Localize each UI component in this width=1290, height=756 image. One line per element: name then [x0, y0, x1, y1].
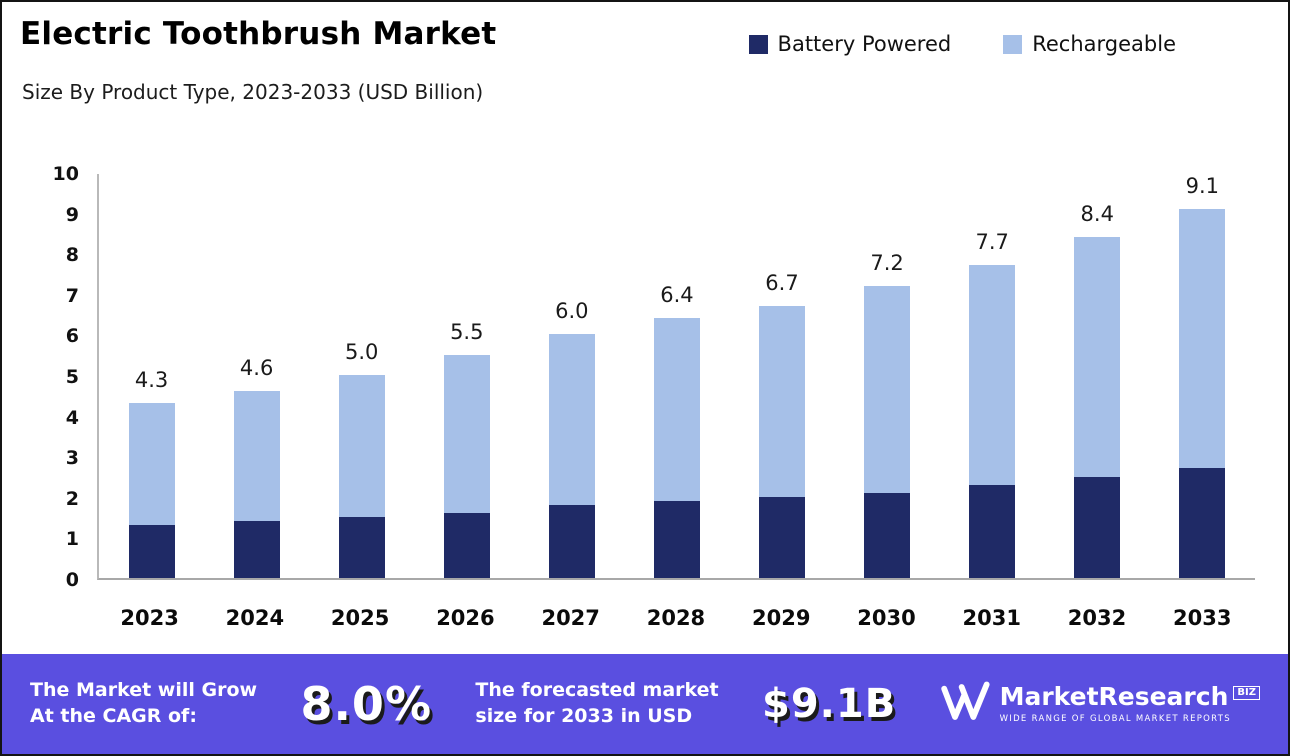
legend-item-battery-powered: Battery Powered [748, 32, 952, 56]
y-axis: 0 1 2 3 4 5 6 7 8 9 10 [2, 163, 97, 591]
y-axis-tick-5: 5 [65, 366, 79, 388]
x-axis-label-2024: 2024 [225, 606, 285, 630]
brand-suffix: BIZ [1233, 686, 1260, 700]
bar-group-2033: 9.1 [1170, 174, 1234, 578]
x-axis-label-2025: 2025 [330, 606, 390, 630]
bar-group-2031: 7.7 [960, 230, 1024, 578]
bar-total-label: 4.3 [134, 368, 169, 393]
plot-area: 4.3 4.6 5.0 5.5 6.0 6.4 6.7 7.2 7.7 8.4 9.1 [97, 174, 1255, 580]
x-axis-label-2031: 2031 [962, 606, 1021, 630]
brand-text: MarketResearch BIZ WIDE RANGE OF GLOBAL … [1000, 684, 1260, 724]
bar-total-label: 8.4 [1080, 201, 1114, 226]
bar-group-2024: 4.6 [225, 356, 289, 578]
bar-total-label: 6.7 [765, 271, 799, 295]
x-axis-label-2028: 2028 [646, 606, 706, 630]
chart-header: Electric Toothbrush Market Size By Produ… [2, 2, 1288, 172]
y-axis-tick-1: 1 [65, 528, 79, 551]
y-axis-tick-2: 2 [65, 487, 79, 510]
bar-group-2026: 5.5 [435, 320, 499, 578]
bar-segment-battery-powered [864, 492, 911, 578]
bar-group-2023: 4.3 [120, 368, 184, 578]
legend-label-battery-powered: Battery Powered [777, 32, 952, 56]
legend-swatch-rechargeable [1003, 34, 1023, 54]
brand-logo: MarketResearch BIZ WIDE RANGE OF GLOBAL … [940, 679, 1260, 729]
bar-segment-rechargeable [864, 285, 911, 493]
brand-name: MarketResearch [999, 682, 1229, 711]
bar-group-2029: 6.7 [750, 271, 814, 578]
bar-segment-battery-powered [759, 496, 805, 578]
bar-segment-rechargeable [969, 265, 1016, 485]
bar-segment-rechargeable [338, 375, 385, 518]
bar-segment-rechargeable [1074, 236, 1121, 477]
bar-segment-rechargeable [548, 334, 595, 505]
bar-group-2028: 6.4 [645, 283, 709, 578]
x-axis-label-2027: 2027 [541, 606, 600, 630]
bar-segment-rechargeable [759, 306, 805, 497]
y-axis-tick-0: 0 [65, 569, 79, 591]
brand-checkmark-icon [940, 679, 990, 729]
bar-segment-rechargeable [653, 318, 700, 501]
x-axis-label-2029: 2029 [751, 606, 811, 630]
page-subtitle: Size By Product Type, 2023-2033 (USD Bil… [22, 80, 484, 104]
bar-segment-battery-powered [969, 484, 1016, 578]
x-axis-label-2032: 2032 [1067, 606, 1127, 630]
bar-segment-rechargeable [443, 354, 490, 514]
x-axis-label-2033: 2033 [1173, 606, 1232, 630]
bar-segment-battery-powered [1179, 468, 1226, 578]
bar-group-2032: 8.4 [1065, 202, 1129, 578]
bar-total-label: 7.2 [870, 250, 904, 275]
bar-segment-battery-powered [233, 521, 280, 578]
legend-label-rechargeable: Rechargeable [1032, 32, 1176, 56]
bar-segment-rechargeable [1179, 208, 1226, 469]
bar-total-label: 6.0 [555, 299, 589, 324]
bar-group-2027: 6.0 [540, 299, 604, 578]
x-axis-label-2026: 2026 [436, 606, 495, 630]
bar-segment-battery-powered [338, 517, 385, 578]
y-axis-tick-9: 9 [65, 203, 79, 226]
bar-segment-battery-powered [443, 513, 490, 578]
x-axis-label-2030: 2030 [857, 606, 916, 630]
y-axis-tick-7: 7 [65, 284, 79, 307]
y-axis-tick-4: 4 [65, 406, 79, 429]
bar-total-label: 5.0 [344, 340, 379, 365]
bar-total-label: 7.7 [975, 230, 1009, 255]
y-axis-tick-6: 6 [65, 325, 79, 348]
bar-segment-battery-powered [653, 500, 700, 578]
bar-segment-battery-powered [128, 525, 175, 578]
y-axis-tick-10: 10 [52, 163, 79, 185]
bar-segment-rechargeable [128, 403, 175, 526]
y-axis-tick-3: 3 [65, 447, 79, 470]
bar-total-label: 4.6 [239, 356, 274, 381]
legend-item-rechargeable: Rechargeable [1003, 32, 1176, 56]
footer-banner: The Market will Grow At the CAGR of: 8.0… [2, 654, 1288, 754]
bar-group-2030: 7.2 [855, 251, 919, 578]
bar-segment-rechargeable [233, 391, 280, 522]
bars-row: 4.3 4.6 5.0 5.5 6.0 6.4 6.7 7.2 7.7 8.4 9.1 [99, 174, 1255, 578]
forecast-label: The forecasted market size for 2033 in U… [475, 679, 719, 727]
x-axis-label-2023: 2023 [120, 606, 179, 630]
cagr-label: The Market will Grow At the CAGR of: [30, 679, 258, 727]
bar-total-label: 9.1 [1185, 173, 1220, 198]
page-title: Electric Toothbrush Market [20, 16, 497, 52]
forecast-value: $9.1B [762, 681, 897, 727]
bar-total-label: 6.4 [660, 283, 694, 308]
x-axis-labels: 2023 2024 2025 2026 2027 2028 2029 2030 2031 2032… [97, 582, 1255, 654]
y-axis-tick-8: 8 [65, 244, 79, 267]
legend-swatch-battery-powered [748, 34, 768, 54]
legend: Battery Powered Rechargeable [748, 32, 1176, 56]
bar-segment-battery-powered [1074, 476, 1121, 578]
bar-segment-battery-powered [548, 504, 595, 578]
bar-total-label: 5.5 [450, 319, 484, 344]
bar-group-2025: 5.0 [330, 340, 394, 578]
brand-tagline: WIDE RANGE OF GLOBAL MARKET REPORTS [999, 714, 1231, 724]
cagr-value: 8.0% [300, 677, 433, 731]
